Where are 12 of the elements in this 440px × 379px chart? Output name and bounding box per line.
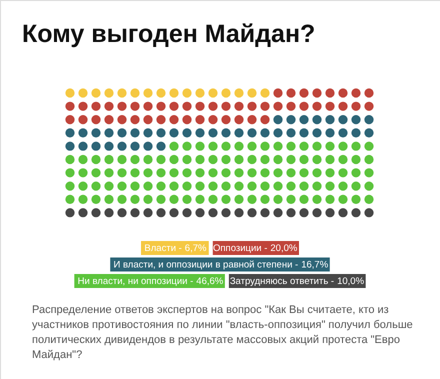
- category-label: И власти, и оппозиции в равной степени -: [113, 260, 298, 270]
- category-label: Оппозиции -: [213, 243, 268, 254]
- category-label: Власти -: [144, 243, 182, 254]
- data-label: 6,7%: [184, 243, 208, 254]
- data-label: 46,6%: [196, 276, 224, 287]
- category-label: Ни власти, ни оппозиции -: [78, 276, 194, 287]
- data-label: 16,7%: [301, 260, 329, 270]
- category-label: Затрудняюсь ответить -: [230, 276, 334, 287]
- text: Распределение ответов экспертов на вопрос "Как Вы считаете, кто из участников противостояния по линии "власть-оппозиция" получил больше политических дивидендов в результате массовых акций протеста "Евро Майдан"?: [32, 304, 413, 361]
- data-label: 20,0%: [270, 243, 298, 254]
- text: Кому выгоден Майдан?: [22, 20, 316, 48]
- data-label: 10,0%: [337, 276, 365, 287]
